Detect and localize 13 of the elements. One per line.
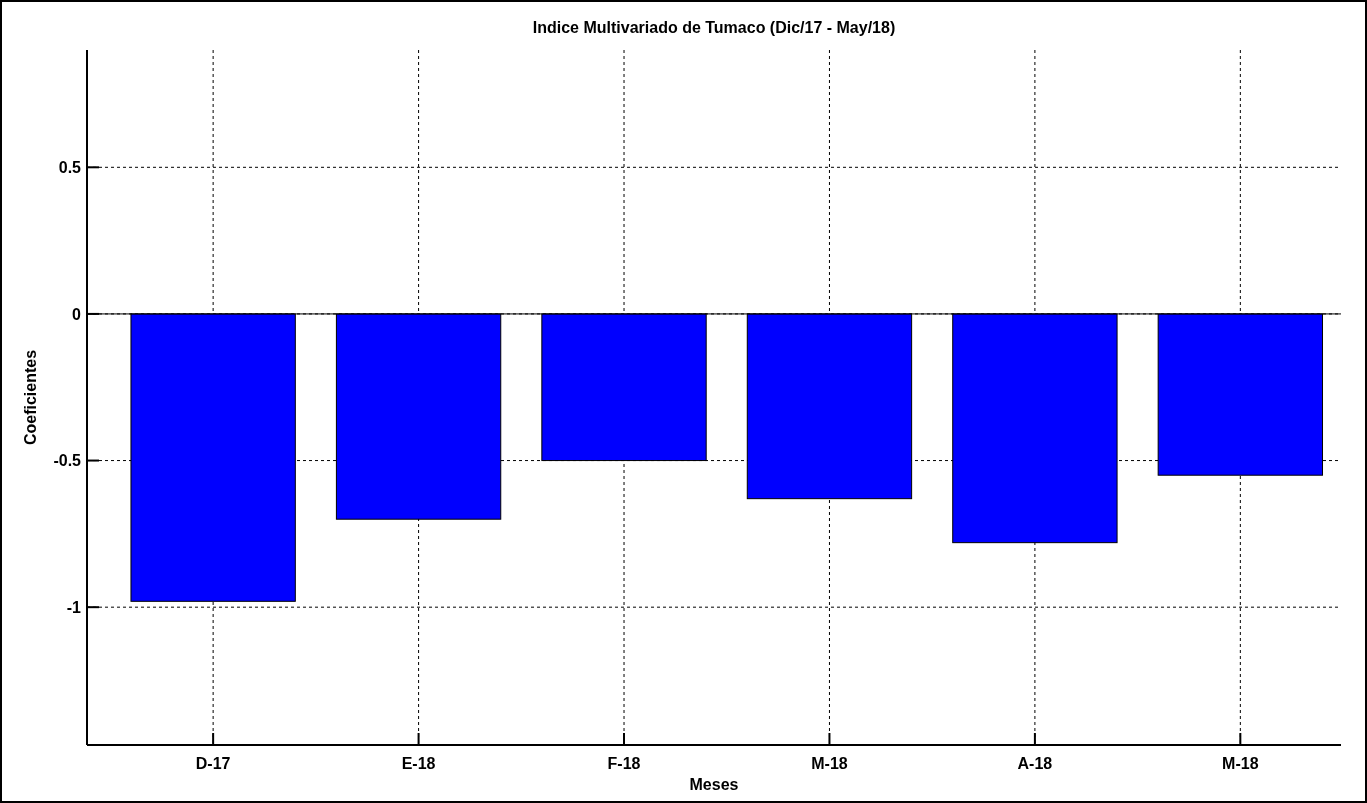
x-axis-title: Meses [689,776,739,793]
chart-title: Indice Multivariado de Tumaco (Dic/17 - May/18) [532,19,896,36]
x-tick-label: M-18 [811,755,848,772]
y-tick-label: 0 [72,305,82,323]
x-tick-label: D-17 [195,755,231,772]
x-tick-label: M-18 [1222,755,1259,772]
x-tick-label: E-18 [401,755,436,772]
y-tick-label: -1 [66,598,82,616]
x-tick-label: F-18 [607,755,641,772]
y-tick-label: -0.5 [53,452,82,470]
x-tick-label: A-18 [1017,755,1053,772]
y-tick-label: 0.5 [58,158,82,176]
y-axis-title: Coeficientes [22,349,39,446]
